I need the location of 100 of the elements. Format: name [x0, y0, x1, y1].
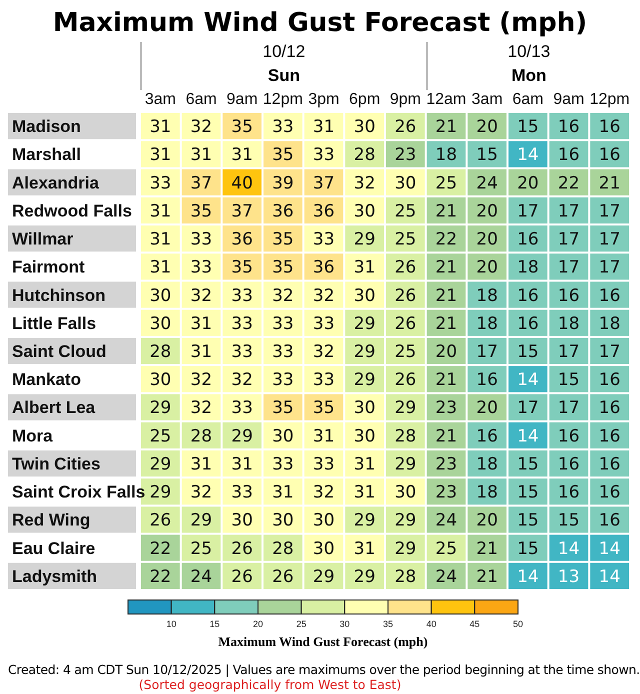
data-label: 31: [190, 314, 212, 334]
data-label: 16: [558, 426, 580, 446]
data-label: 30: [354, 117, 376, 138]
data-label: 16: [558, 145, 580, 166]
data-label: 17: [558, 398, 580, 418]
data-label: 31: [150, 201, 172, 222]
y-tick-label: Alexandria: [12, 173, 100, 192]
data-label: 33: [231, 314, 253, 334]
data-label: 16: [598, 117, 620, 138]
data-label: 17: [598, 258, 620, 278]
data-label: 22: [150, 566, 172, 587]
text: (Sorted geographically from West to East): [138, 677, 402, 692]
data-label: 21: [435, 314, 458, 334]
data-label: 16: [517, 230, 539, 250]
data-label: 24: [435, 510, 458, 531]
data-label: 33: [231, 398, 253, 418]
data-label: 30: [272, 510, 294, 531]
data-label: 17: [517, 398, 539, 418]
data-label: 26: [394, 258, 416, 278]
data-label: 33: [231, 342, 253, 362]
data-label: 32: [354, 173, 376, 194]
data-label: 31: [354, 538, 376, 559]
chart-title: Maximum Wind Gust Forecast (mph): [52, 8, 588, 40]
data-label: 16: [598, 145, 620, 166]
data-label: 33: [272, 117, 294, 138]
color-bar-label: 45: [470, 619, 480, 629]
data-label: 25: [435, 173, 458, 194]
data-label: 16: [598, 510, 620, 531]
data-label: 16: [558, 454, 580, 474]
data-label: 16: [517, 286, 539, 306]
data-label: 15: [517, 510, 539, 531]
data-label: 31: [272, 482, 294, 503]
data-label: 30: [354, 426, 376, 446]
x-tick-label: 6am: [186, 91, 217, 108]
data-label: 31: [312, 426, 335, 446]
data-label: 25: [150, 426, 172, 446]
data-label: 29: [354, 342, 376, 362]
data-label: 32: [190, 117, 212, 138]
data-label: 33: [190, 230, 212, 250]
data-label: 25: [394, 230, 416, 250]
y-tick-label: Eau Claire: [12, 538, 96, 558]
data-label: 29: [150, 454, 172, 474]
x-tick-label: 3pm: [308, 91, 340, 108]
data-label: 21: [435, 201, 458, 222]
data-label: 16: [598, 286, 620, 306]
x-tick-label: 6pm: [349, 91, 380, 108]
data-label: 37: [190, 173, 212, 194]
data-label: 14: [558, 538, 580, 559]
data-label: 22: [150, 538, 172, 559]
data-label: 33: [312, 314, 335, 334]
data-label: 26: [150, 510, 172, 531]
x-tick-label: 12am: [426, 91, 466, 108]
data-label: 15: [517, 117, 539, 138]
data-label: 14: [598, 566, 620, 587]
color-bar-title: Maximum Wind Gust Forecast (mph): [218, 634, 428, 649]
data-label: 30: [354, 201, 376, 222]
color-bar-label: 20: [252, 619, 264, 629]
data-label: 31: [354, 454, 376, 474]
text: Created: 4 am CDT Sun 10/12/2025 | Values are maximums over the period beginning at the time shown.: [8, 662, 640, 677]
data-label: 35: [231, 258, 253, 278]
data-label: 28: [354, 145, 376, 166]
data-label: 30: [312, 510, 335, 531]
data-label: 14: [517, 426, 539, 446]
data-label: 18: [517, 258, 539, 278]
data-label: 31: [190, 454, 212, 474]
data-label: 36: [312, 201, 335, 222]
data-label: 16: [517, 314, 539, 334]
y-tick-label: Mankato: [12, 370, 81, 390]
y-tick-label: Marshall: [12, 145, 81, 164]
data-label: 30: [150, 370, 172, 390]
data-label: 30: [150, 314, 172, 334]
y-tick-label: Mora: [12, 426, 54, 446]
y-tick-label: Saint Cloud: [12, 342, 106, 361]
data-label: 32: [190, 482, 212, 503]
data-label: 21: [435, 286, 458, 306]
data-label: 35: [312, 398, 335, 418]
data-label: 26: [394, 370, 416, 390]
data-label: 35: [190, 201, 212, 222]
data-label: 29: [354, 370, 376, 390]
data-label: 33: [272, 454, 294, 474]
data-label: 40: [231, 173, 253, 194]
data-label: 33: [150, 173, 172, 194]
x-tick-label: 9pm: [390, 91, 421, 108]
data-label: 33: [231, 482, 253, 503]
color-bar-label: 25: [296, 619, 306, 629]
data-label: 16: [598, 370, 620, 390]
data-label: 16: [558, 117, 580, 138]
data-label: 35: [272, 398, 294, 418]
data-label: 31: [150, 117, 172, 138]
data-label: 15: [517, 538, 539, 559]
data-label: 16: [558, 286, 580, 306]
data-label: 26: [394, 314, 416, 334]
data-label: 16: [598, 426, 620, 446]
data-label: 16: [476, 370, 498, 390]
color-bar-label: 35: [382, 619, 394, 629]
data-label: 26: [231, 538, 253, 559]
data-label: 32: [190, 398, 212, 418]
data-label: 31: [231, 454, 253, 474]
data-label: 23: [435, 398, 458, 418]
data-label: 32: [312, 286, 335, 306]
